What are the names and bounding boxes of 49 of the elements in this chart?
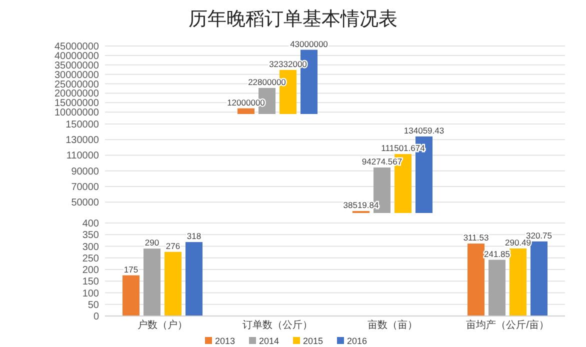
y-tick-label: 10000000 [54,108,100,119]
data-label: 276 [166,240,180,251]
y-tick-label: 20000000 [54,88,100,100]
y-tick-label: 350 [82,230,100,242]
x-tick-label: 户数（户） [138,319,188,331]
y-tick-label: 50 [88,300,100,311]
bar [122,275,140,316]
legend-label: 2013 [215,336,236,346]
y-tick-label: 0 [93,312,100,322]
x-tick-label: 订单数（公斤） [242,319,312,331]
data-label: 134059.43 [404,125,444,136]
y-tick-label: 15000000 [54,98,100,110]
y-tick-label: 100 [82,288,100,300]
y-tick-label: 50000 [71,198,100,209]
data-label: 311.53 [463,232,489,243]
legend-label: 2015 [303,336,324,346]
bar [488,260,506,316]
x-tick-label: 亩数（亩） [368,319,418,331]
y-tick-label: 30000000 [54,70,100,81]
data-label: 43000000 [290,38,328,49]
chart-title: 历年晚稻订单基本情况表 [188,9,398,30]
y-tick-label: 40000000 [54,50,100,62]
data-label: 38519.84 [343,200,379,210]
bar [186,242,202,316]
y-tick-label: 150 [82,276,100,288]
bar [144,248,160,316]
data-label: 175 [124,264,138,274]
y-tick-label: 90000 [71,166,100,178]
bar [510,248,526,316]
bar [164,252,182,316]
data-label: 290 [144,238,160,248]
x-tick-label: 亩均产（公斤/亩） [466,319,549,331]
y-tick-label: 400 [82,218,100,230]
y-tick-label: 45000000 [54,42,100,52]
y-tick-label: 25000000 [54,79,100,90]
legend-label: 2016 [347,336,368,346]
bar [468,244,484,316]
y-tick-label: 110000 [66,150,100,162]
y-tick-label: 130000 [66,135,100,146]
y-tick-label: 150000 [66,120,100,130]
y-tick-label: 200 [82,265,100,276]
data-label: 12000000 [227,97,266,108]
y-tick-label: 70000 [71,182,100,193]
bar [530,241,548,316]
y-tick-label: 300 [82,242,100,253]
y-tick-label: 35000000 [54,60,100,72]
data-label: 318 [186,231,202,242]
y-tick-label: 250 [82,253,100,264]
legend-label: 2014 [259,336,280,346]
